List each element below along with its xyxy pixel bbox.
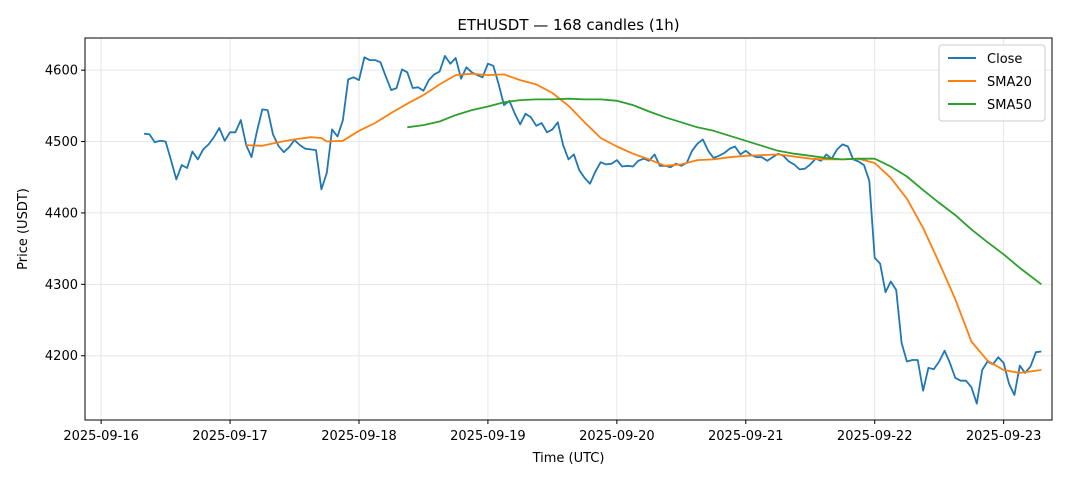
y-axis-title: Price (USDT) (16, 188, 31, 270)
legend: Close SMA20 SMA50 (938, 44, 1046, 122)
y-tick-label: 4300 (45, 278, 78, 293)
y-tick-label: 4400 (45, 206, 78, 221)
x-tick-label: 2025-09-23 (966, 429, 1042, 444)
grid-layer (85, 38, 1052, 420)
series-line-sma20 (246, 72, 1042, 374)
x-tick-label: 2025-09-17 (192, 429, 268, 444)
tick-layer: 2025-09-16 2025-09-17 2025-09-18 2025-09-19… (45, 64, 1042, 444)
y-tick-label: 4200 (45, 349, 78, 364)
legend-label-sma50: SMA50 (987, 98, 1032, 113)
x-tick-label: 2025-09-16 (63, 429, 139, 444)
legend-label-sma20: SMA20 (987, 75, 1032, 90)
legend-box (938, 44, 1046, 122)
series-line-close (143, 55, 1042, 405)
chart-title: ETHUSDT — 168 candles (1h) (457, 16, 679, 34)
x-axis-title: Time (UTC) (532, 451, 605, 466)
plot-frame (84, 37, 1053, 421)
x-tick-label: 2025-09-19 (450, 429, 526, 444)
series-layer (143, 55, 1042, 405)
x-tick-label: 2025-09-20 (579, 429, 655, 444)
legend-label-close: Close (987, 52, 1022, 67)
y-tick-label: 4600 (45, 64, 78, 79)
x-tick-label: 2025-09-22 (837, 429, 913, 444)
x-tick-label: 2025-09-18 (321, 429, 397, 444)
y-tick-label: 4500 (45, 135, 78, 150)
series-line-sma50 (407, 97, 1042, 286)
x-tick-label: 2025-09-21 (708, 429, 784, 444)
